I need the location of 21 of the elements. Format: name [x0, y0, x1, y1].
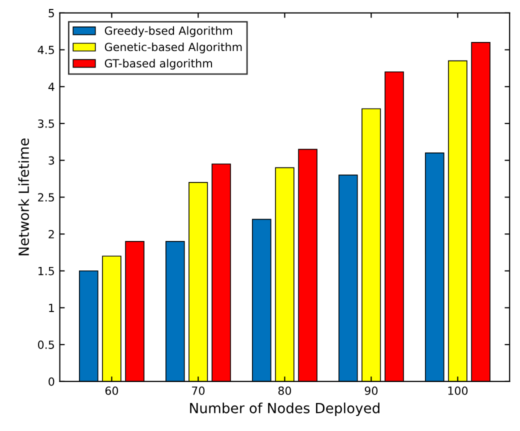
y-tick-label: 3.5: [38, 119, 54, 128]
x-tick-label: 60: [105, 386, 118, 395]
legend-label: GT-based algorithm: [104, 58, 212, 70]
x-tick-label: 90: [364, 386, 378, 395]
y-tick-label: 0: [48, 377, 54, 386]
y-tick-label: 1.5: [38, 267, 54, 276]
y-tick-label: 5: [48, 9, 54, 18]
y-axis-title: Network Lifetime: [18, 138, 30, 256]
legend-label: Genetic-based Algorithm: [104, 42, 242, 54]
x-axis-title: Number of Nodes Deployed: [190, 402, 380, 416]
x-tick-label: 100: [448, 386, 468, 395]
y-tick-label: 4: [48, 82, 54, 91]
y-tick-label: 2.5: [38, 193, 54, 202]
y-tick-label: 4.5: [38, 46, 54, 54]
y-tick-label: 2: [48, 230, 54, 238]
x-tick-label: 80: [278, 386, 292, 395]
y-tick-label: 1: [49, 304, 54, 312]
x-tick-label: 70: [192, 386, 205, 395]
legend-label: Greedy-bsed Algorithm: [104, 26, 232, 38]
y-tick-label: 3: [48, 156, 54, 165]
y-tick-label: 0.5: [38, 340, 54, 349]
